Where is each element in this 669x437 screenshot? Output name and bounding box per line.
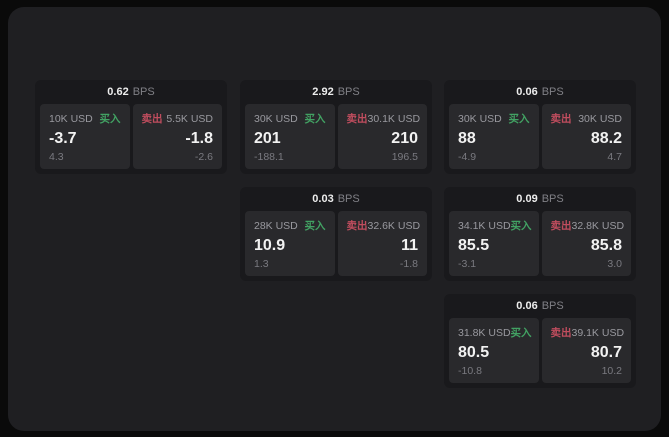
quote-card-3: 0.06 BPS 30K USD 买入 88 -4.9 卖出 30K USD 8… — [444, 80, 636, 174]
sell-notional: 32.8K USD — [571, 219, 625, 232]
buy-pane[interactable]: 30K USD 买入 201 -188.1 — [245, 104, 335, 169]
buy-notional: 30K USD — [254, 112, 298, 125]
sell-tag: 卖出 — [550, 327, 572, 339]
main-panel: 0.62 BPS 10K USD 买入 -3.7 4.3 卖出 5.5K USD… — [8, 7, 661, 431]
bps-value: 0.09 — [516, 193, 538, 205]
buy-sub-value: -10.8 — [458, 365, 482, 377]
sell-sub-value: 3.0 — [607, 258, 622, 270]
buy-sub-value: 4.3 — [49, 151, 64, 163]
sell-pane[interactable]: 卖出 30.1K USD 210 196.5 — [337, 104, 427, 169]
buy-tag: 买入 — [304, 113, 326, 125]
buy-tag: 买入 — [510, 327, 532, 339]
bps-header: 0.06 BPS — [444, 294, 636, 318]
buy-price: 88 — [458, 129, 476, 147]
buy-sub-value: -3.1 — [458, 258, 477, 270]
buy-notional: 34.1K USD — [458, 219, 511, 232]
sell-tag: 卖出 — [550, 113, 572, 125]
bps-header: 0.03 BPS — [240, 187, 432, 211]
sell-price: 11 — [401, 236, 418, 254]
buy-pane[interactable]: 10K USD 买入 -3.7 4.3 — [40, 104, 130, 169]
sell-pane[interactable]: 卖出 39.1K USD 80.7 10.2 — [541, 318, 631, 383]
buy-sub-value: -4.9 — [458, 151, 477, 163]
quote-card-6: 0.06 BPS 31.8K USD 买入 80.5 -10.8 卖出 39.1… — [444, 294, 636, 388]
buy-tag: 买入 — [304, 220, 326, 232]
quote-card-1: 0.62 BPS 10K USD 买入 -3.7 4.3 卖出 5.5K USD… — [35, 80, 227, 174]
bps-value: 0.06 — [516, 300, 538, 312]
sell-sub-value: 10.2 — [601, 365, 622, 377]
buy-tag: 买入 — [99, 113, 121, 125]
sell-sub-value: 4.7 — [607, 151, 622, 163]
buy-tag: 买入 — [510, 220, 532, 232]
bps-header: 0.62 BPS — [35, 80, 227, 104]
sell-pane[interactable]: 卖出 32.8K USD 85.8 3.0 — [541, 211, 631, 276]
bps-value: 2.92 — [312, 86, 334, 98]
bps-header: 2.92 BPS — [240, 80, 432, 104]
quote-card-5: 0.09 BPS 34.1K USD 买入 85.5 -3.1 卖出 32.8K… — [444, 187, 636, 281]
buy-notional: 10K USD — [49, 112, 93, 125]
buy-pane[interactable]: 30K USD 买入 88 -4.9 — [449, 104, 539, 169]
buy-price: 201 — [254, 129, 281, 147]
sell-tag: 卖出 — [550, 220, 572, 232]
sell-tag: 卖出 — [346, 113, 368, 125]
buy-sub-value: -188.1 — [254, 151, 284, 163]
sell-notional: 39.1K USD — [571, 326, 625, 339]
sell-tag: 卖出 — [346, 220, 368, 232]
sell-sub-value: -2.6 — [194, 151, 213, 163]
buy-notional: 28K USD — [254, 219, 298, 232]
sell-notional: 5.5K USD — [166, 112, 213, 125]
buy-price: -3.7 — [49, 129, 77, 147]
sell-sub-value: 196.5 — [391, 151, 418, 163]
buy-notional: 31.8K USD — [458, 326, 511, 339]
bps-header: 0.09 BPS — [444, 187, 636, 211]
buy-price: 10.9 — [254, 236, 286, 254]
sell-price: 210 — [391, 129, 418, 147]
sell-sub-value: -1.8 — [399, 258, 418, 270]
buy-notional: 30K USD — [458, 112, 502, 125]
bps-value: 0.03 — [312, 193, 334, 205]
buy-pane[interactable]: 34.1K USD 买入 85.5 -3.1 — [449, 211, 539, 276]
bps-value: 0.06 — [516, 86, 538, 98]
bps-unit: BPS — [132, 86, 155, 98]
bps-unit: BPS — [337, 86, 360, 98]
sell-price: 80.7 — [590, 343, 622, 361]
buy-tag: 买入 — [508, 113, 530, 125]
bps-header: 0.06 BPS — [444, 80, 636, 104]
sell-pane[interactable]: 卖出 30K USD 88.2 4.7 — [541, 104, 631, 169]
buy-sub-value: 1.3 — [254, 258, 269, 270]
sell-price: 85.8 — [590, 236, 622, 254]
sell-price: 88.2 — [590, 129, 622, 147]
bps-unit: BPS — [541, 193, 564, 205]
sell-pane[interactable]: 卖出 5.5K USD -1.8 -2.6 — [132, 104, 222, 169]
sell-notional: 30.1K USD — [367, 112, 421, 125]
buy-price: 80.5 — [458, 343, 490, 361]
bps-value: 0.62 — [107, 86, 129, 98]
quote-card-4: 0.03 BPS 28K USD 买入 10.9 1.3 卖出 32.6K US… — [240, 187, 432, 281]
buy-pane[interactable]: 31.8K USD 买入 80.5 -10.8 — [449, 318, 539, 383]
buy-pane[interactable]: 28K USD 买入 10.9 1.3 — [245, 211, 335, 276]
sell-pane[interactable]: 卖出 32.6K USD 11 -1.8 — [337, 211, 427, 276]
sell-tag: 卖出 — [141, 113, 163, 125]
buy-price: 85.5 — [458, 236, 490, 254]
quote-card-2: 2.92 BPS 30K USD 买入 201 -188.1 卖出 30.1K … — [240, 80, 432, 174]
bps-unit: BPS — [337, 193, 360, 205]
sell-price: -1.8 — [185, 129, 213, 147]
bps-unit: BPS — [541, 86, 564, 98]
bps-unit: BPS — [541, 300, 564, 312]
sell-notional: 32.6K USD — [367, 219, 421, 232]
sell-notional: 30K USD — [578, 112, 622, 125]
